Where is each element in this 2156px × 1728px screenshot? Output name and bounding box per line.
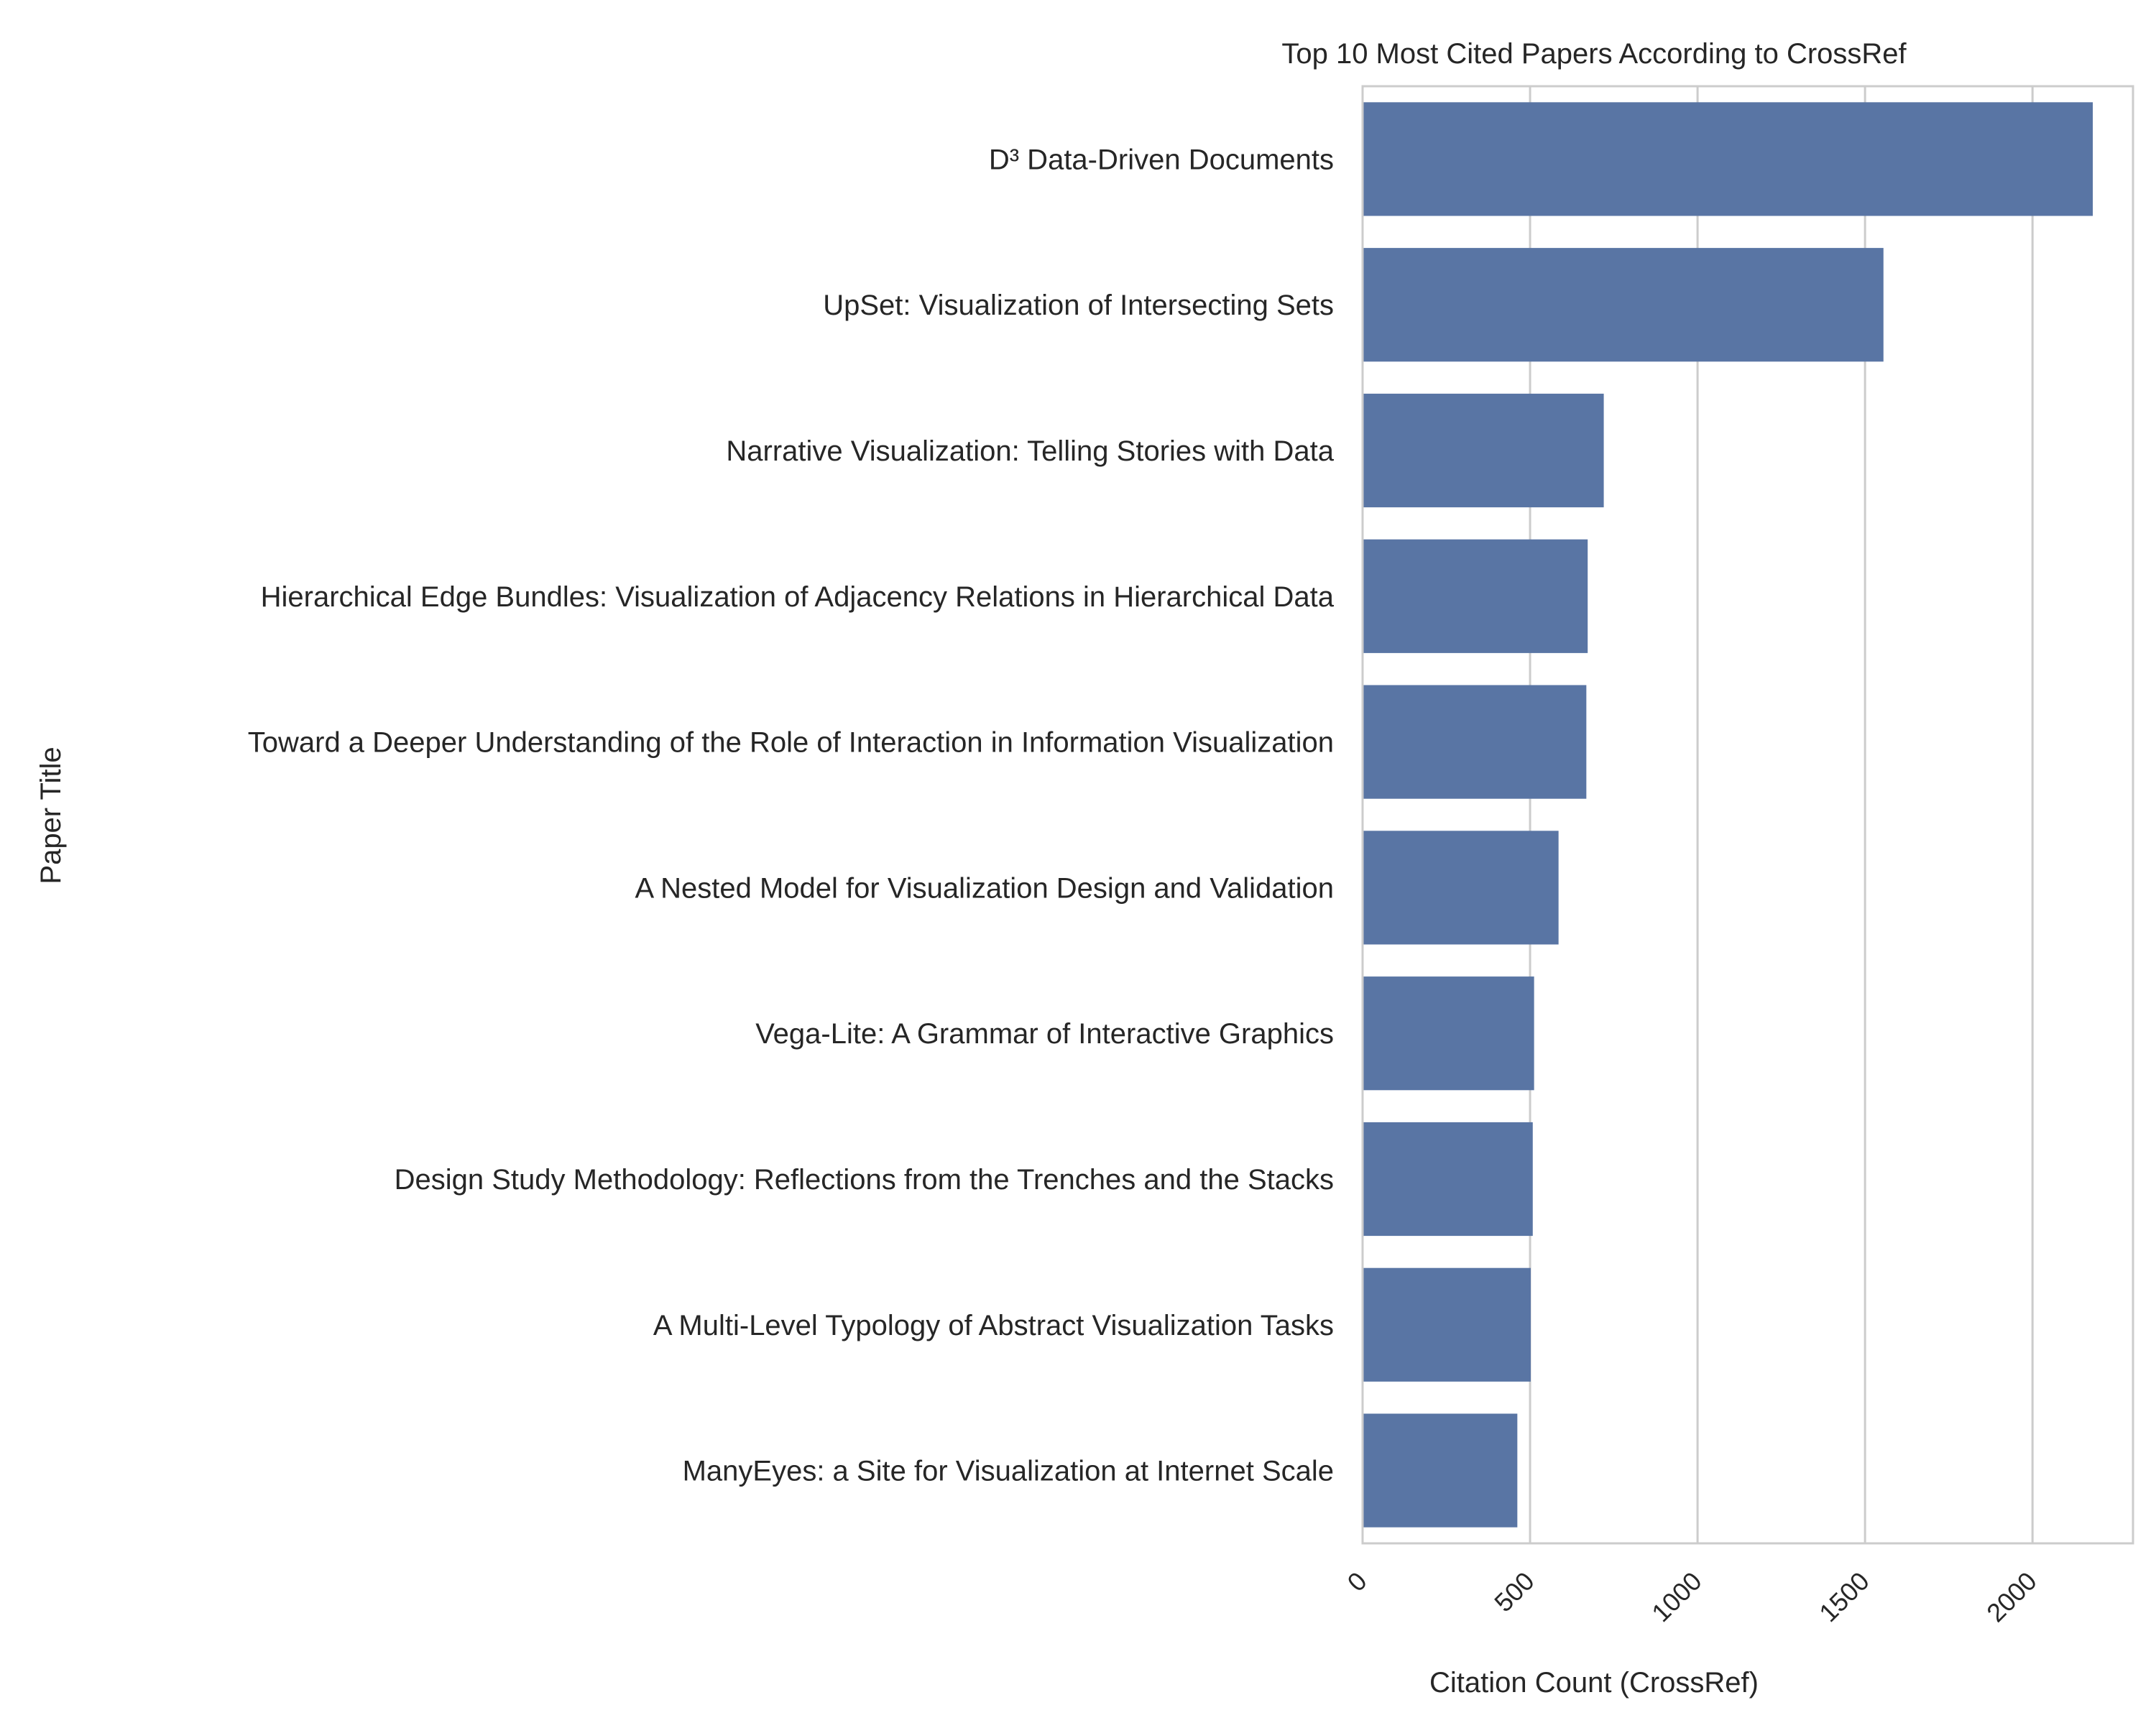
plot-frame — [1361, 85, 2134, 1545]
bar — [1363, 685, 1587, 799]
bar — [1363, 1413, 1518, 1528]
chart-title: Top 10 Most Cited Papers According to Cr… — [1281, 38, 1907, 70]
y-tick-label: Vega-Lite: A Grammar of Interactive Grap… — [755, 1018, 1334, 1050]
y-axis-label: Paper Title — [35, 747, 67, 884]
bar — [1363, 539, 1588, 653]
y-tick-label: UpSet: Visualization of Intersecting Set… — [823, 290, 1334, 321]
y-tick-label: A Multi-Level Typology of Abstract Visua… — [653, 1310, 1334, 1341]
y-tick-label: D³ Data-Driven Documents — [989, 144, 1334, 175]
bar — [1363, 102, 2093, 216]
bar — [1363, 831, 1559, 945]
bar — [1363, 976, 1534, 1091]
y-tick-label: Toward a Deeper Understanding of the Rol… — [248, 727, 1334, 759]
bars — [1363, 102, 2093, 1528]
bar — [1363, 393, 1604, 508]
y-tick-label: ManyEyes: a Site for Visualization at In… — [683, 1456, 1334, 1487]
y-tick-label: Hierarchical Edge Bundles: Visualization… — [261, 581, 1335, 613]
bar — [1363, 1122, 1533, 1237]
bar — [1363, 248, 1884, 362]
y-tick-labels: D³ Data-Driven Documents UpSet: Visualiza… — [248, 144, 1335, 1487]
x-axis-label: Citation Count (CrossRef) — [1429, 1667, 1759, 1699]
y-tick-label: Narrative Visualization: Telling Stories… — [726, 435, 1334, 467]
bar — [1363, 1267, 1531, 1382]
y-tick-label: Design Study Methodology: Reflections fr… — [395, 1164, 1334, 1196]
y-tick-label: A Nested Model for Visualization Design … — [635, 872, 1334, 904]
